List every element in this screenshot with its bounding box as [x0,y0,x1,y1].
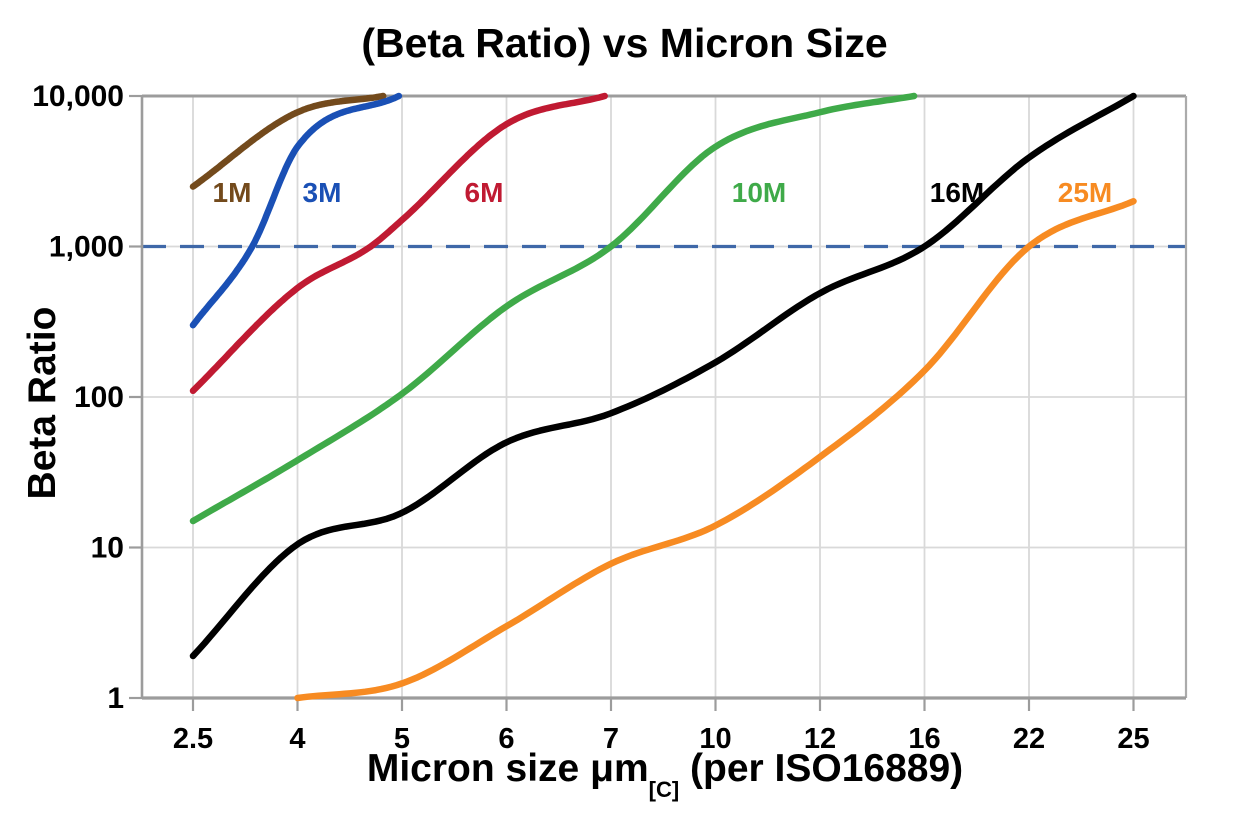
series-label-25M: 25M [1058,177,1112,208]
x-tick-label: 2.5 [173,723,213,755]
y-tick-label: 10,000 [32,80,124,113]
series-curve-10M [189,92,918,525]
series-label-3M: 3M [303,177,342,208]
series-curve-1M [189,92,387,190]
x-axis-title-main: Micron size μm [366,747,649,790]
series-label-16M: 16M [930,177,984,208]
series-curve-25M [294,197,1137,702]
x-tick-label: 25 [1117,723,1149,755]
series-label-1M: 1M [213,177,252,208]
x-tick-label: 22 [1013,723,1045,755]
x-axis-title-subscript: [C] [648,776,680,802]
series-curves [189,92,1137,702]
chart-title: (Beta Ratio) vs Micron Size [361,20,888,66]
x-tick-label: 5 [394,723,410,755]
y-tick-label: 100 [74,381,124,414]
x-tick-label: 7 [603,723,619,755]
series-curve-3M [189,92,403,329]
series-label-10M: 10M [732,177,786,208]
y-tick-label: 10 [91,532,124,565]
series-label-6M: 6M [465,177,504,208]
series-curve-6M [189,92,608,395]
x-tick-label: 6 [498,723,514,755]
y-tick-label: 1,000 [49,231,124,264]
series-curve-16M [189,92,1137,660]
x-tick-label: 16 [908,723,940,755]
x-axis-title: Micron size μm[C] (per ISO16889) [142,747,1188,800]
y-tick-label: 1 [107,682,124,715]
x-tick-label: 10 [699,723,731,755]
x-tick-label: 12 [804,723,836,755]
x-axis-title-rest: (per ISO16889) [679,747,964,790]
x-tick-label: 4 [289,723,305,755]
